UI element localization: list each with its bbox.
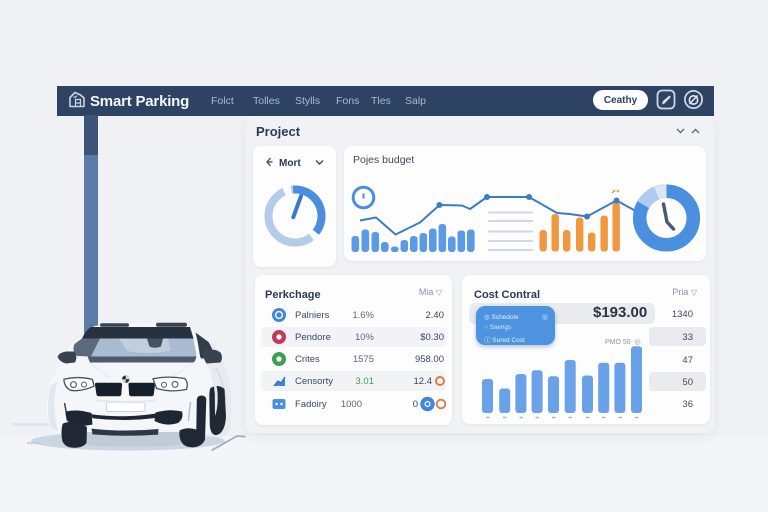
svg-text:Mort: Mort <box>279 158 301 169</box>
